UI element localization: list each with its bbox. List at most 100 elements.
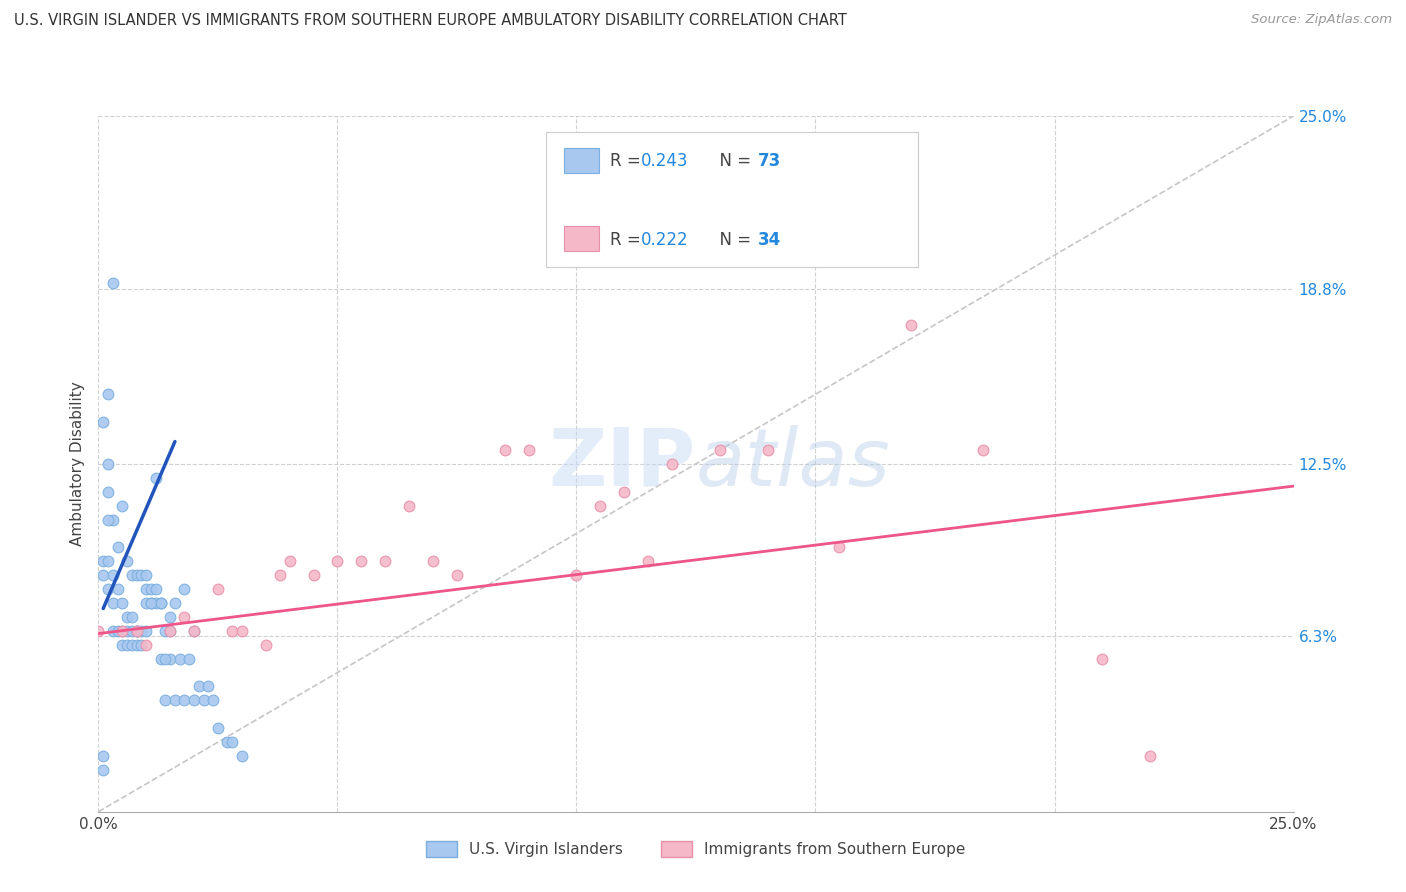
Point <box>254 638 277 652</box>
Point <box>131 638 153 652</box>
Y-axis label: Ambulatory Disability: Ambulatory Disability <box>69 382 84 546</box>
Point <box>217 735 239 749</box>
Point <box>155 693 177 707</box>
Point <box>374 554 396 568</box>
Point <box>145 596 167 610</box>
Text: 73: 73 <box>758 152 782 170</box>
Point <box>111 499 134 513</box>
Point <box>107 541 129 555</box>
Point <box>193 693 215 707</box>
Point <box>125 568 148 582</box>
Text: 0.222: 0.222 <box>641 231 689 249</box>
Point <box>565 568 588 582</box>
Point <box>91 749 114 764</box>
Point <box>517 442 540 457</box>
Point <box>101 276 124 290</box>
Point <box>87 624 110 638</box>
Point <box>125 624 148 638</box>
Point <box>135 582 157 596</box>
Point <box>613 484 636 499</box>
Point <box>231 749 253 764</box>
Point <box>107 624 129 638</box>
Point <box>121 568 143 582</box>
Point <box>101 596 124 610</box>
Point <box>661 457 683 471</box>
Point <box>97 484 120 499</box>
Point <box>97 387 120 401</box>
Point <box>115 554 138 568</box>
Point <box>149 596 172 610</box>
Point <box>97 457 120 471</box>
Point <box>131 624 153 638</box>
Point <box>972 442 994 457</box>
Point <box>155 651 177 665</box>
Text: R =: R = <box>610 152 647 170</box>
Text: 34: 34 <box>758 231 782 249</box>
Point <box>97 582 120 596</box>
Point <box>221 624 243 638</box>
Point <box>187 680 209 694</box>
Legend: U.S. Virgin Islanders, Immigrants from Southern Europe: U.S. Virgin Islanders, Immigrants from S… <box>420 835 972 863</box>
Point <box>101 624 124 638</box>
Text: N =: N = <box>709 231 756 249</box>
Point <box>221 735 243 749</box>
Point <box>183 624 205 638</box>
Point <box>135 624 157 638</box>
Point <box>121 638 143 652</box>
Point <box>155 624 177 638</box>
Point <box>278 554 301 568</box>
Point <box>179 651 201 665</box>
Point <box>183 624 205 638</box>
Point <box>107 582 129 596</box>
Point <box>111 596 134 610</box>
Point <box>91 763 114 777</box>
Point <box>135 638 157 652</box>
Point <box>207 721 229 735</box>
Text: 0.243: 0.243 <box>641 152 689 170</box>
Point <box>125 624 148 638</box>
Point <box>900 318 922 332</box>
Point <box>91 568 114 582</box>
Point <box>139 582 162 596</box>
Point <box>326 554 349 568</box>
Point <box>446 568 468 582</box>
Point <box>125 638 148 652</box>
Point <box>269 568 291 582</box>
Point <box>709 442 731 457</box>
Point <box>115 610 138 624</box>
Text: Source: ZipAtlas.com: Source: ZipAtlas.com <box>1251 13 1392 27</box>
Point <box>121 624 143 638</box>
Point <box>111 638 134 652</box>
Point <box>149 651 172 665</box>
Point <box>97 554 120 568</box>
Point <box>135 596 157 610</box>
Point <box>1139 749 1161 764</box>
Point <box>91 554 114 568</box>
Point <box>302 568 325 582</box>
Point <box>163 596 186 610</box>
Point <box>202 693 225 707</box>
Point <box>149 596 172 610</box>
Point <box>183 693 205 707</box>
Point <box>159 651 181 665</box>
Point <box>111 624 134 638</box>
Point <box>145 582 167 596</box>
Point <box>398 499 420 513</box>
Point <box>637 554 659 568</box>
Text: N =: N = <box>709 152 756 170</box>
Point <box>111 624 134 638</box>
Point <box>145 471 167 485</box>
Point <box>756 442 779 457</box>
Point <box>159 624 181 638</box>
Point <box>828 541 851 555</box>
Point <box>101 568 124 582</box>
Text: atlas: atlas <box>696 425 891 503</box>
Point <box>131 568 153 582</box>
Point <box>422 554 444 568</box>
Point <box>139 596 162 610</box>
Point <box>91 415 114 429</box>
Point <box>159 610 181 624</box>
Point <box>173 582 195 596</box>
Point <box>173 610 195 624</box>
Point <box>169 651 191 665</box>
